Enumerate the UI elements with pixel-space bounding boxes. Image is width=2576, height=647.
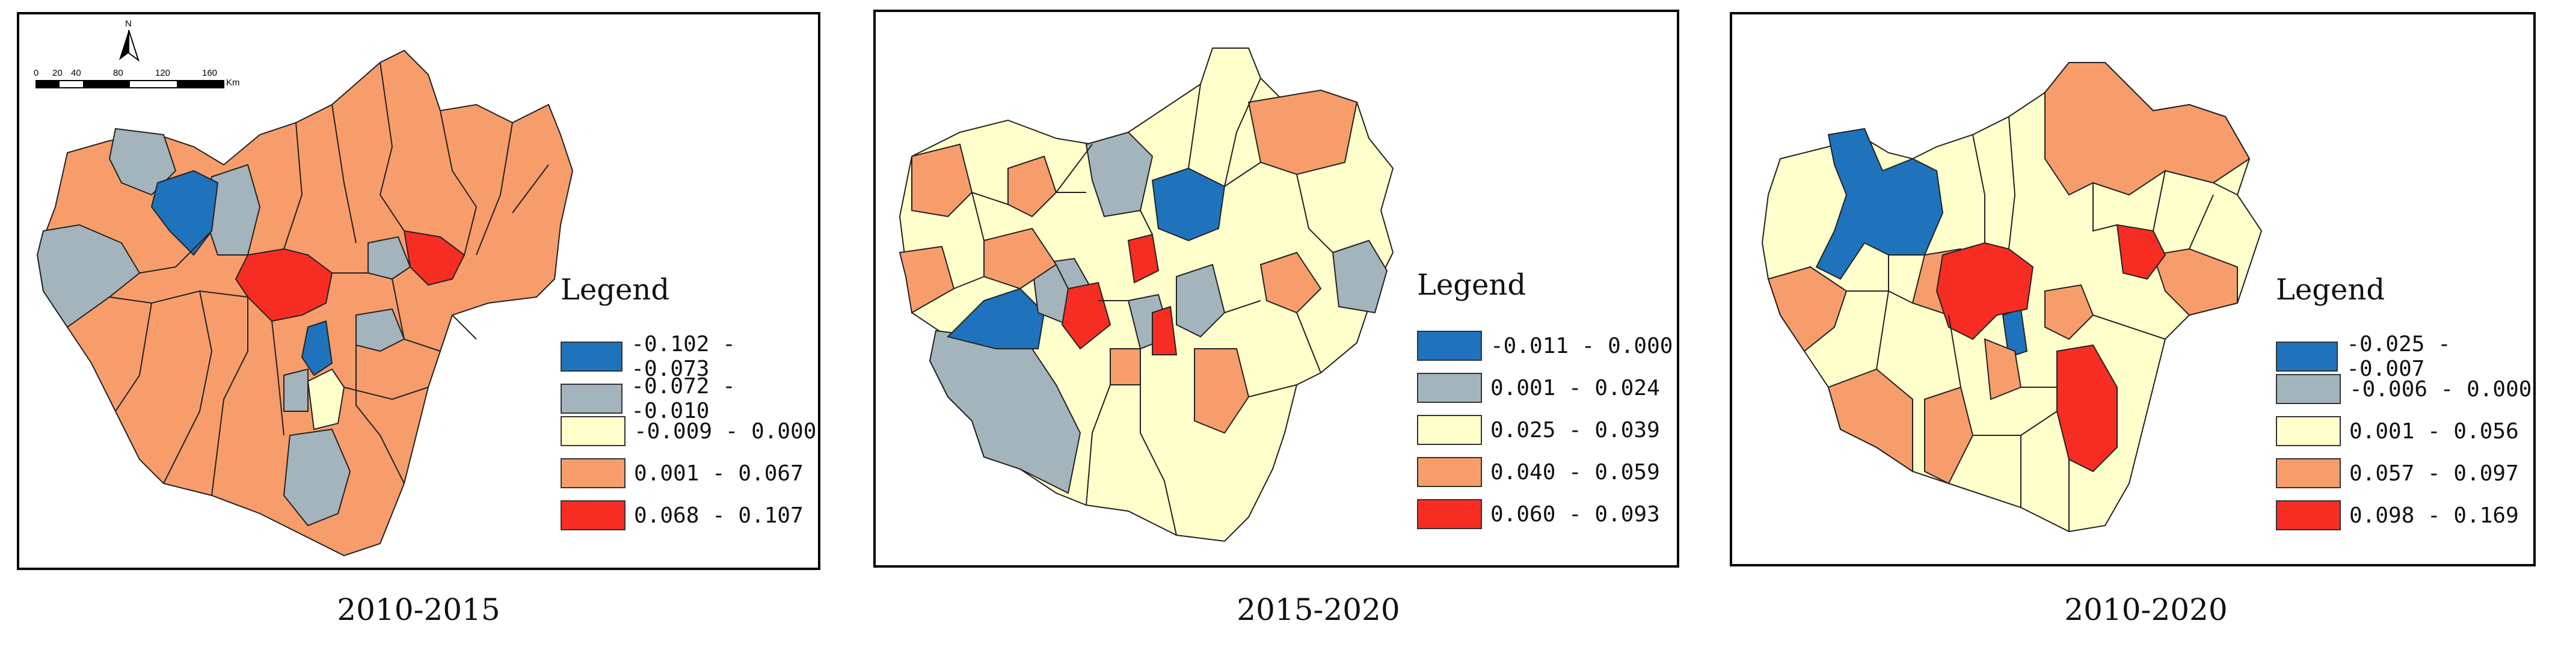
scale-tick-40: 40 — [71, 68, 81, 78]
legend-title: Legend — [561, 273, 670, 307]
legend-label: -0.102 - -0.073 — [631, 332, 736, 381]
map-caption: 2015-2020 — [1237, 592, 1400, 627]
legend-label: 0.057 - 0.097 — [2349, 461, 2519, 486]
legend-item: -0.006 - 0.000 — [2276, 374, 2531, 404]
legend-swatch — [561, 458, 626, 488]
legend-item: -0.072 - -0.010 — [561, 374, 818, 423]
legend-label: 0.040 - 0.059 — [1490, 459, 1660, 485]
scale-tick-160: 160 — [202, 68, 217, 78]
region-center-red — [1935, 242, 2034, 340]
legend-item: 0.040 - 0.059 — [1417, 457, 1660, 487]
legend-label: -0.072 - -0.010 — [631, 374, 736, 423]
legend-swatch — [561, 384, 623, 414]
legend-swatch — [2276, 342, 2338, 372]
legend-item: -0.009 - 0.000 — [561, 416, 816, 446]
legend-item: 0.068 - 0.107 — [561, 500, 804, 530]
region-center-red — [235, 248, 333, 322]
legend-swatch — [2276, 500, 2341, 530]
region-se-orange — [1194, 348, 1250, 434]
scale-unit: Km — [226, 78, 240, 88]
region-c-orange-3 — [2044, 284, 2094, 340]
legend-label: 0.098 - 0.169 — [2349, 503, 2519, 528]
legend-swatch — [2276, 458, 2341, 488]
legend-item: 0.098 - 0.169 — [2276, 500, 2519, 530]
map-regions — [36, 49, 574, 557]
legend-swatch — [1417, 499, 1482, 529]
region-center-orange-2 — [1110, 348, 1141, 385]
legend-swatch — [2276, 416, 2341, 446]
region-west-orange-2 — [899, 245, 955, 314]
map-panel-2010-2015: 0 20 40 80 120 160 Km N — [17, 12, 820, 570]
legend-swatch — [561, 342, 623, 372]
scale-tick-20: 20 — [52, 68, 63, 78]
region-east-grey-2 — [355, 308, 405, 352]
region-south-grey-2 — [283, 428, 351, 527]
legend-title: Legend — [2276, 273, 2385, 307]
region-north-blue — [150, 170, 219, 256]
legend-label: 0.001 - 0.067 — [634, 461, 804, 486]
scale-tick-120: 120 — [155, 68, 170, 78]
region-east-orange — [1259, 251, 1322, 314]
region-se-red — [2056, 344, 2118, 473]
legend-label: -0.009 - 0.000 — [634, 419, 817, 444]
legend-swatch — [2276, 374, 2341, 404]
legend-label: 0.001 - 0.056 — [2349, 419, 2519, 444]
map-regions — [899, 48, 1394, 542]
map-caption: 2010-2015 — [337, 592, 500, 627]
scale-tick-0: 0 — [34, 68, 38, 78]
region-east-grey — [1332, 239, 1388, 314]
region-s-orange — [1924, 386, 1974, 485]
legend-item: 0.057 - 0.097 — [2276, 458, 2519, 488]
legend-label: -0.025 - -0.007 — [2346, 332, 2451, 381]
choropleth-map — [899, 48, 1394, 542]
region-nw-grey — [108, 127, 177, 196]
legend-item: 0.001 - 0.056 — [2276, 416, 2519, 446]
legend-item: -0.025 - -0.007 — [2276, 332, 2533, 381]
legend-swatch — [561, 416, 626, 446]
legend-label: -0.006 - 0.000 — [2349, 376, 2532, 402]
legend-swatch — [1417, 331, 1482, 361]
legend-swatch — [1417, 415, 1482, 445]
north-arrow-icon: N — [119, 19, 140, 62]
region-south-grey — [283, 368, 309, 412]
scale-tick-80: 80 — [113, 68, 123, 78]
region-south-red — [1152, 305, 1178, 355]
region-center-orange — [983, 227, 1057, 290]
svg-text:N: N — [125, 19, 132, 29]
region-ne-orange — [1247, 89, 1358, 176]
legend-item: -0.011 - 0.000 — [1417, 331, 1673, 361]
legend-swatch — [1417, 457, 1482, 487]
legend-label: 0.001 - 0.024 — [1490, 375, 1660, 400]
region-center-red — [1061, 281, 1111, 350]
legend-swatch — [1417, 373, 1482, 403]
map-panel-2010-2020: Legend -0.025 - -0.007 -0.006 - 0.000 0.… — [1730, 12, 2536, 566]
region-center-blue — [301, 320, 333, 376]
region-north-red — [1127, 233, 1160, 284]
region-west-orange — [1767, 266, 1848, 352]
choropleth-map — [1761, 62, 2263, 533]
legend-label: 0.025 - 0.039 — [1490, 417, 1660, 443]
scale-bar: 0 20 40 80 120 160 Km — [34, 68, 240, 88]
legend-item: 0.060 - 0.093 — [1417, 499, 1660, 529]
legend-label: 0.060 - 0.093 — [1490, 501, 1660, 527]
map-regions — [1761, 62, 2263, 533]
region-east-grey — [367, 236, 411, 280]
region-west-orange — [911, 143, 973, 218]
legend-item: 0.025 - 0.039 — [1417, 415, 1660, 445]
choropleth-map: 0 20 40 80 120 160 Km N — [34, 19, 574, 557]
legend-item: 0.001 - 0.067 — [561, 458, 804, 488]
map-panel-2015-2020: Legend -0.011 - 0.000 0.001 - 0.024 0.02… — [873, 10, 1679, 568]
region-nw-orange — [1007, 155, 1057, 218]
legend-swatch — [561, 500, 626, 530]
region-yellow — [307, 368, 345, 431]
legend-title: Legend — [1417, 268, 1526, 302]
region-ne-red — [2116, 224, 2166, 280]
legend-item: 0.001 - 0.024 — [1417, 373, 1660, 403]
legend-label: -0.011 - 0.000 — [1490, 333, 1673, 358]
legend-item: -0.102 - -0.073 — [561, 332, 818, 381]
legend-label: 0.068 - 0.107 — [634, 503, 804, 528]
map-caption: 2010-2020 — [2064, 592, 2228, 627]
region-center-grey-2 — [1176, 263, 1226, 338]
region-ne-orange — [2044, 62, 2251, 196]
